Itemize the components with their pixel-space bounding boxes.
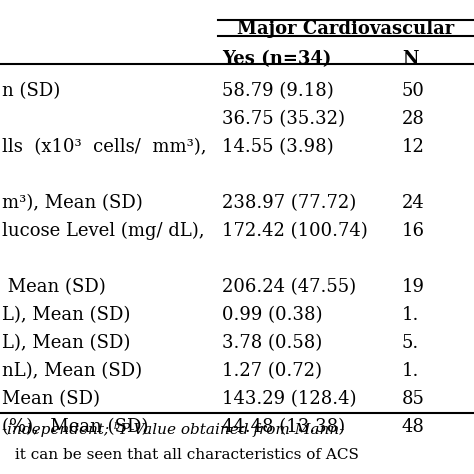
Text: Yes (n=34): Yes (n=34): [222, 50, 331, 68]
Text: L), Mean (SD): L), Mean (SD): [2, 306, 130, 324]
Text: 50: 50: [402, 82, 425, 100]
Text: 206.24 (47.55): 206.24 (47.55): [222, 278, 356, 296]
Text: 238.97 (77.72): 238.97 (77.72): [222, 194, 356, 212]
Text: 3.78 (0.58): 3.78 (0.58): [222, 334, 322, 352]
Text: N: N: [402, 50, 419, 68]
Text: 24: 24: [402, 194, 425, 212]
Text: it can be seen that all characteristics of ACS: it can be seen that all characteristics …: [10, 448, 359, 462]
Text: 143.29 (128.4): 143.29 (128.4): [222, 390, 356, 408]
Text: 16: 16: [402, 222, 425, 240]
Text: m³), Mean (SD): m³), Mean (SD): [2, 194, 143, 212]
Text: 1.: 1.: [402, 306, 419, 324]
Text: lls  (x10³  cells/  mm³),: lls (x10³ cells/ mm³),: [2, 138, 207, 156]
Text: 12: 12: [402, 138, 425, 156]
Text: 1.: 1.: [402, 362, 419, 380]
Text: lucose Level (mg/ dL),: lucose Level (mg/ dL),: [2, 222, 204, 240]
Text: 5.: 5.: [402, 334, 419, 352]
Text: 44.48 (13.38): 44.48 (13.38): [222, 418, 345, 436]
Text: Mean (SD): Mean (SD): [2, 278, 106, 296]
Text: 19: 19: [402, 278, 425, 296]
Text: Major Cardiovascular: Major Cardiovascular: [237, 20, 455, 38]
Text: L), Mean (SD): L), Mean (SD): [2, 334, 130, 352]
Text: n (SD): n (SD): [2, 82, 60, 100]
Text: 58.79 (9.18): 58.79 (9.18): [222, 82, 334, 100]
Text: 28: 28: [402, 110, 425, 128]
Text: nL), Mean (SD): nL), Mean (SD): [2, 362, 142, 380]
Text: 36.75 (35.32): 36.75 (35.32): [222, 110, 345, 128]
Text: -independent; ᵇP-Value obtained from Mann-: -independent; ᵇP-Value obtained from Man…: [2, 422, 345, 437]
Text: 14.55 (3.98): 14.55 (3.98): [222, 138, 334, 156]
Text: 1.27 (0.72): 1.27 (0.72): [222, 362, 322, 380]
Text: Mean (SD): Mean (SD): [2, 390, 100, 408]
Text: 0.99 (0.38): 0.99 (0.38): [222, 306, 322, 324]
Text: 48: 48: [402, 418, 425, 436]
Text: (%),  Mean (SD): (%), Mean (SD): [2, 418, 148, 436]
Text: 85: 85: [402, 390, 425, 408]
Text: 172.42 (100.74): 172.42 (100.74): [222, 222, 368, 240]
